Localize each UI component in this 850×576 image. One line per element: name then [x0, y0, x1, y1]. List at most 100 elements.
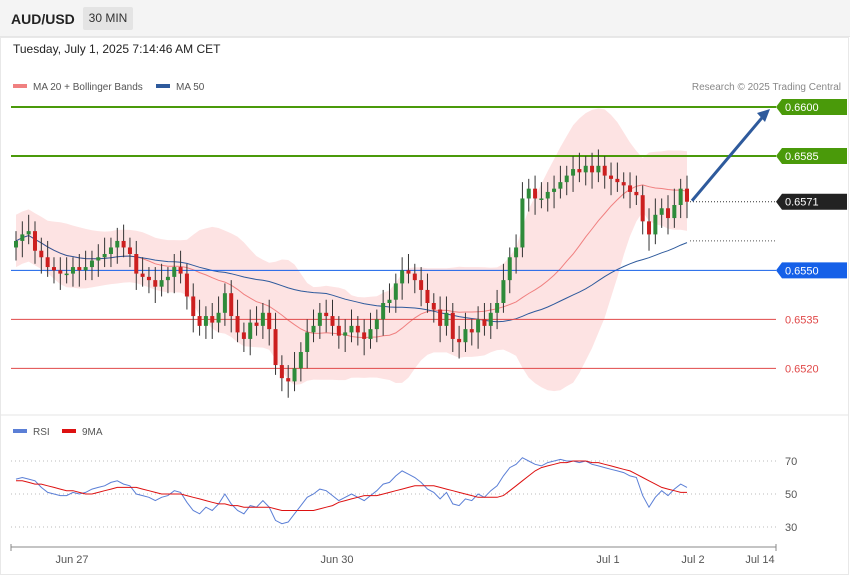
ma50-line — [15, 234, 688, 323]
candle-body — [32, 231, 37, 251]
candle-body — [260, 312, 265, 326]
candle-body — [431, 303, 436, 310]
candle-body — [653, 214, 658, 235]
candle-body — [64, 273, 69, 276]
candle-body — [564, 175, 569, 183]
candle-body — [184, 273, 189, 297]
timeframe-badge[interactable]: 30 MIN — [83, 7, 133, 30]
candle-body — [444, 312, 449, 326]
candle-body — [659, 208, 664, 215]
forecast-arrow — [690, 112, 768, 202]
candle-body — [14, 240, 18, 248]
candle-body — [457, 338, 462, 343]
level-tag — [776, 148, 847, 164]
candle-body — [241, 332, 246, 339]
candle-body — [368, 329, 373, 339]
x-tick-label: Jul 1 — [596, 554, 619, 566]
candle-body — [26, 231, 31, 235]
candle-body — [469, 329, 474, 333]
candle-body — [324, 312, 329, 317]
x-tick-label: Jun 30 — [320, 554, 353, 566]
candle-body — [400, 270, 405, 284]
forecast-arrow-head — [757, 109, 770, 122]
legend-swatch-0 — [13, 84, 27, 88]
candle-body — [438, 309, 443, 326]
rsi-tick: 30 — [785, 522, 797, 534]
symbol-label: AUD/USD — [11, 11, 75, 27]
candle-body — [191, 296, 196, 317]
legend-swatch-1 — [156, 84, 170, 88]
candle-body — [127, 247, 132, 254]
candle-body — [58, 270, 63, 274]
candle-body — [387, 299, 392, 303]
candle-body — [526, 188, 531, 199]
candle-body — [558, 182, 563, 189]
rsi-legend-swatch-0 — [13, 429, 27, 433]
candle-body — [583, 165, 588, 173]
candle-body — [495, 303, 500, 313]
candle-body — [393, 283, 398, 300]
level-label: 0.6520 — [785, 363, 819, 375]
candle-body — [621, 182, 626, 186]
candle-body — [520, 198, 525, 248]
rsi-series-RSI — [15, 457, 688, 525]
candle-body — [254, 322, 259, 326]
candle-body — [89, 260, 94, 268]
candle-body — [406, 270, 411, 274]
candle-body — [134, 254, 139, 274]
candle-body — [83, 267, 88, 271]
candle-body — [634, 191, 639, 196]
candle-body — [615, 178, 620, 183]
candle-body — [666, 208, 671, 219]
candle-body — [298, 352, 303, 369]
level-tag — [776, 99, 847, 115]
candle-body — [146, 276, 151, 281]
candle-body — [539, 198, 544, 200]
credit-label: Research © 2025 Trading Central — [692, 82, 841, 93]
candle-body — [507, 257, 512, 281]
candle-body — [216, 312, 221, 323]
datetime-label: Tuesday, July 1, 2025 7:14:46 AM CET — [13, 42, 221, 56]
candle-body — [501, 280, 506, 303]
candle-body — [647, 221, 652, 235]
candle-body — [77, 267, 82, 271]
candle-body — [305, 332, 310, 352]
candle-body — [602, 165, 607, 176]
level-tag — [776, 262, 847, 279]
candle-body — [640, 195, 645, 222]
candle-body — [374, 319, 379, 330]
candle-body — [355, 325, 360, 333]
level-label: 0.6600 — [785, 102, 819, 114]
candle-body — [279, 365, 284, 379]
candle-body — [165, 276, 170, 281]
candle-body — [596, 165, 601, 173]
candle-body — [678, 188, 683, 205]
x-tick-label: Jul 2 — [681, 554, 704, 566]
candle-body — [419, 280, 424, 290]
candle-body — [571, 169, 576, 176]
level-tag — [776, 193, 847, 210]
candle-body — [336, 325, 341, 336]
candle-body — [248, 322, 253, 339]
candle-body — [685, 188, 689, 202]
rsi-tick: 50 — [785, 489, 797, 501]
candle-body — [311, 325, 316, 333]
legend-label: MA 20 + Bollinger Bands — [33, 82, 143, 93]
rsi-legend-swatch-1 — [62, 429, 76, 433]
candle-body — [222, 293, 227, 313]
rsi-legend-label: RSI — [33, 427, 50, 438]
candle-body — [317, 312, 322, 326]
candle-body — [514, 247, 519, 258]
candle-body — [672, 205, 677, 219]
candle-body — [552, 188, 557, 192]
candle-body — [70, 267, 75, 274]
candle-body — [172, 267, 177, 277]
candle-body — [45, 257, 50, 268]
level-label: 0.6571 — [785, 197, 819, 209]
candle-body — [102, 254, 107, 258]
candle-body — [229, 293, 234, 317]
level-label: 0.6550 — [785, 265, 819, 277]
candle-body — [20, 234, 25, 241]
rsi-tick: 70 — [785, 456, 797, 468]
